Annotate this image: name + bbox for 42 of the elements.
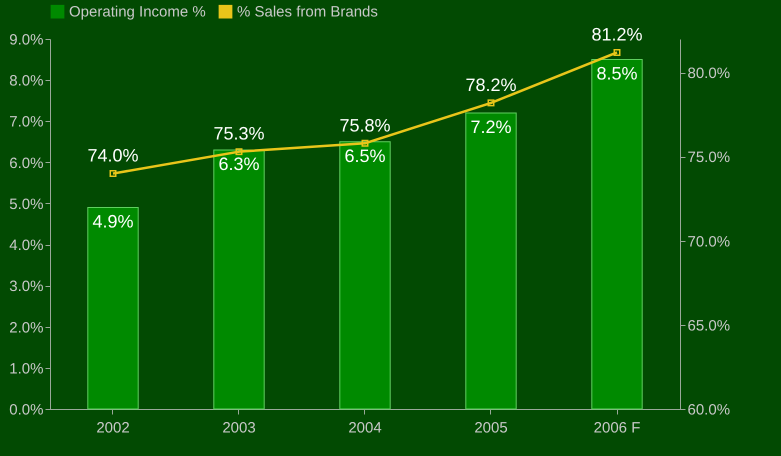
y2-tick-label: 60.0% <box>688 402 730 418</box>
x-tick-label: 2005 <box>474 420 508 436</box>
data-label: 74.0% <box>87 146 139 166</box>
y-tick-label: 5.0% <box>9 196 44 213</box>
x-tick-label: 2003 <box>222 420 256 436</box>
y-tick-label: 7.0% <box>9 114 44 131</box>
data-label: 8.5% <box>596 64 638 84</box>
y-tick-label: 3.0% <box>9 278 44 296</box>
bar <box>591 59 643 410</box>
x-tick-label: 2002 <box>96 420 130 436</box>
point <box>236 148 242 156</box>
data-label: 4.9% <box>92 212 134 232</box>
data-label: 75.8% <box>339 115 391 136</box>
bar <box>465 112 517 410</box>
point <box>110 170 116 178</box>
data-label: 7.2% <box>470 117 512 137</box>
data-label: 78.2% <box>465 74 517 95</box>
bar <box>339 141 391 410</box>
y2-tick-label: 70.0% <box>688 233 730 250</box>
data-label: 75.3% <box>213 124 265 144</box>
point <box>362 140 368 147</box>
y-tick-label: 1.0% <box>9 360 44 378</box>
y2-tick-label: 80.0% <box>688 65 730 82</box>
point <box>488 99 494 106</box>
y-tick-label: 2.0% <box>9 319 44 336</box>
point <box>614 48 620 56</box>
x-tick-label: 2004 <box>348 420 382 436</box>
x-tick-label: 2006 F <box>594 420 640 436</box>
y-tick-label: 9.0% <box>9 32 44 48</box>
legend-label: % Sales from Brands <box>237 4 378 21</box>
data-label: 81.2% <box>591 24 643 44</box>
y-tick-label: 0.0% <box>9 402 44 418</box>
data-label: 6.5% <box>344 146 386 166</box>
legend-label: Operating Income % <box>69 4 206 21</box>
y2-tick-label: 75.0% <box>688 149 730 166</box>
data-label: 6.3% <box>218 154 260 174</box>
y2-tick-label: 65.0% <box>688 317 730 334</box>
y-tick-label: 4.0% <box>9 237 44 254</box>
bar <box>213 150 265 410</box>
y-tick-label: 6.0% <box>9 154 44 172</box>
bar <box>87 207 139 410</box>
y-tick-label: 8.0% <box>9 72 44 90</box>
